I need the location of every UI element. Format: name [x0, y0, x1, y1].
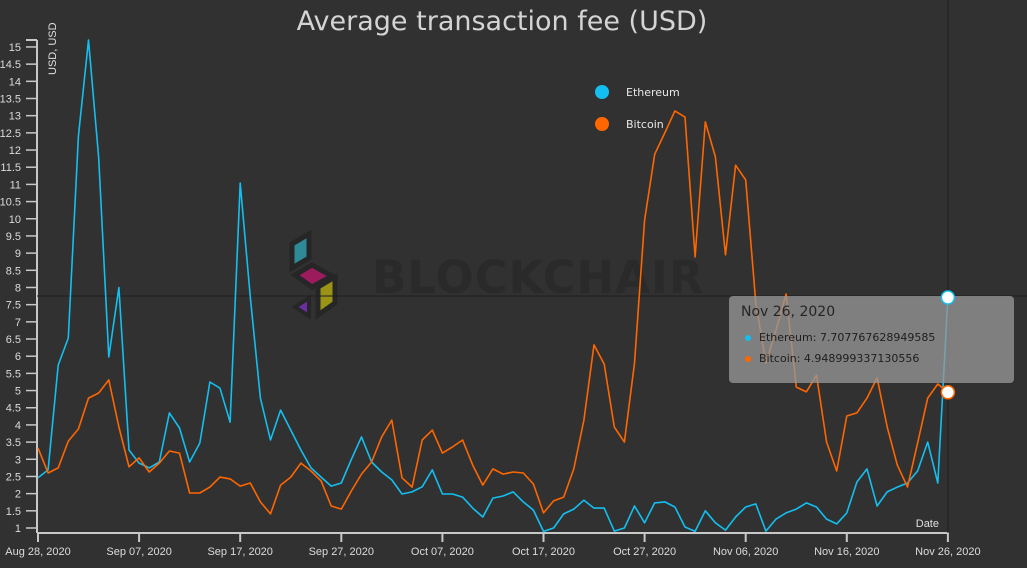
chart-title: Average transaction fee (USD)	[297, 6, 708, 37]
y-tick-label: 4.5	[6, 403, 21, 415]
x-tick-label: Nov 06, 2020	[713, 546, 778, 558]
x-tick-label: Sep 27, 2020	[309, 546, 374, 558]
x-tick-label: Nov 16, 2020	[814, 546, 879, 558]
y-tick-label: 14	[9, 76, 21, 88]
y-tick-label: 8.5	[6, 265, 21, 277]
series-line-bitcoin	[37, 110, 949, 515]
series-line-ethereum	[37, 39, 949, 533]
y-tick-label: 11.5	[0, 162, 21, 174]
y-tick-label: 14.5	[0, 59, 21, 71]
y-tick-label: 10	[9, 214, 21, 226]
tooltip: Nov 26, 2020 Ethereum: 7.707767628949585…	[729, 296, 1014, 383]
y-tick-label: 1.5	[6, 506, 21, 518]
y-tick-label: 3.5	[6, 437, 21, 449]
legend-label-ethereum[interactable]: Ethereum	[626, 86, 680, 99]
series-group	[37, 39, 949, 533]
y-tick-label: 13	[9, 111, 21, 123]
tooltip-row-ethereum: Ethereum: 7.707767628949585	[745, 331, 935, 344]
x-tick-label: Sep 17, 2020	[207, 546, 272, 558]
y-tick-label: 9	[15, 248, 21, 260]
y-tick-label: 2.5	[6, 471, 21, 483]
legend-marker-ethereum[interactable]	[595, 85, 609, 99]
watermark-text: BLOCKCHAIR	[372, 251, 704, 304]
y-tick-label: 10.5	[0, 197, 21, 209]
y-tick-label: 9.5	[6, 231, 21, 243]
y-tick-label: 8	[15, 282, 21, 294]
tooltip-row-bitcoin: Bitcoin: 4.948999337130556	[745, 352, 919, 365]
x-tick-label: Oct 17, 2020	[512, 546, 575, 558]
tooltip-date: Nov 26, 2020	[741, 304, 836, 320]
logo-purple-panel	[291, 294, 311, 320]
y-tick-label: 5	[15, 386, 21, 398]
y-tick-label: 1	[15, 523, 21, 535]
x-tick-label: Sep 07, 2020	[106, 546, 171, 558]
watermark-logo: BLOCKCHAIR	[289, 229, 704, 320]
y-tick-label: 6	[15, 351, 21, 363]
axes: 11.522.533.544.555.566.577.588.599.51010…	[0, 39, 981, 558]
y-tick-label: 6.5	[6, 334, 21, 346]
y-axis-label: USD, USD	[47, 22, 59, 75]
tooltip-ethereum-value: Ethereum: 7.707767628949585	[759, 331, 936, 344]
y-tick-label: 7	[15, 317, 21, 329]
x-tick-label: Aug 28, 2020	[5, 546, 70, 558]
y-tick-label: 13.5	[0, 94, 21, 106]
y-tick-label: 2	[15, 489, 21, 501]
y-tick-label: 11	[10, 179, 21, 191]
legend-label-bitcoin[interactable]: Bitcoin	[626, 118, 664, 131]
y-tick-label: 15	[9, 42, 21, 54]
x-tick-label: Nov 26, 2020	[915, 546, 980, 558]
ethereum-dot-icon	[745, 335, 751, 341]
x-tick-label: Oct 07, 2020	[411, 546, 474, 558]
legend: Ethereum Bitcoin	[595, 85, 680, 131]
legend-marker-bitcoin[interactable]	[595, 117, 609, 131]
logo-cyan-panel	[289, 229, 312, 273]
x-tick-label: Oct 27, 2020	[613, 546, 676, 558]
y-tick-label: 5.5	[6, 368, 21, 380]
y-tick-label: 4	[15, 420, 21, 432]
y-tick-label: 12	[9, 145, 21, 157]
y-tick-label: 7.5	[6, 300, 21, 312]
tooltip-bitcoin-value: Bitcoin: 4.948999337130556	[759, 352, 920, 365]
y-tick-label: 3	[15, 454, 21, 466]
bitcoin-dot-icon	[745, 356, 751, 362]
x-axis-label: Date	[916, 518, 939, 530]
y-tick-label: 12.5	[0, 128, 21, 140]
